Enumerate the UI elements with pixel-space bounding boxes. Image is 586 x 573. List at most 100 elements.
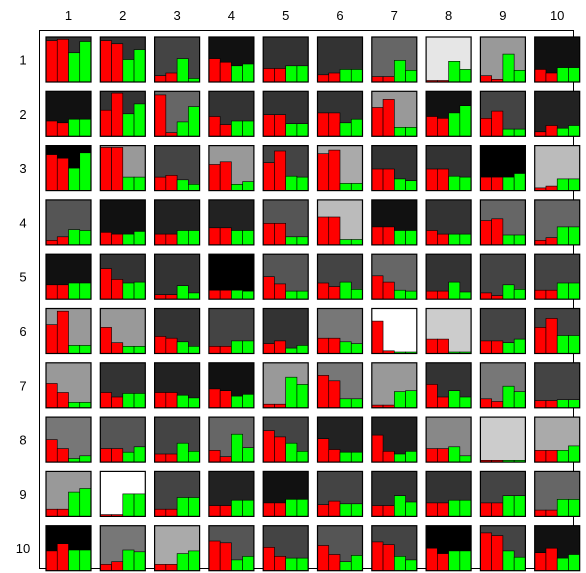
cell-border <box>371 525 418 572</box>
red-bar <box>371 541 384 572</box>
cell-background <box>480 417 526 463</box>
red-bar <box>274 68 287 83</box>
cell <box>262 90 309 137</box>
red-bar <box>100 448 112 463</box>
red-bar <box>100 232 112 246</box>
cell-border <box>371 416 418 463</box>
red-bar <box>534 240 547 246</box>
red-bar <box>545 547 558 572</box>
green-bar <box>231 559 243 572</box>
cell-border <box>154 145 201 192</box>
cell-border <box>425 362 472 409</box>
red-bar <box>154 453 167 463</box>
cell-border <box>154 362 201 409</box>
green-bar <box>188 184 200 191</box>
red-bar <box>56 508 69 517</box>
red-bar <box>437 502 449 517</box>
row-label: 5 <box>19 270 26 285</box>
red-bar <box>491 110 504 137</box>
cell <box>371 90 418 137</box>
cell <box>371 307 418 355</box>
cell-border <box>99 416 146 463</box>
column-label: 3 <box>173 8 180 23</box>
cell <box>425 253 472 300</box>
red-bar <box>262 223 275 246</box>
green-bar <box>122 59 135 83</box>
cell <box>262 36 309 83</box>
red-bar <box>274 502 287 517</box>
green-bar <box>231 340 243 354</box>
green-bar <box>296 498 309 517</box>
red-bar <box>154 564 167 572</box>
green-bar <box>459 455 472 463</box>
cell-border <box>99 470 146 517</box>
red-bar <box>437 338 449 354</box>
green-bar <box>513 234 526 246</box>
red-bar <box>480 292 492 300</box>
green-bar <box>231 184 243 191</box>
red-bar <box>328 72 341 83</box>
green-bar <box>393 127 406 137</box>
cell <box>316 199 364 246</box>
green-bar <box>133 231 146 246</box>
green-bar <box>568 335 581 354</box>
column-labels: 1 2 3 4 5 6 7 8 9 10 <box>65 8 565 23</box>
cell <box>99 307 146 355</box>
red-bar <box>208 164 221 191</box>
red-bar <box>45 383 58 409</box>
red-bar <box>111 147 124 191</box>
green-bar <box>502 53 515 83</box>
cell <box>99 36 146 83</box>
green-bar <box>242 393 255 409</box>
cell-border <box>371 470 418 517</box>
red-bar <box>545 450 558 463</box>
green-bar <box>285 175 298 191</box>
cell <box>262 199 309 246</box>
cell <box>534 36 581 83</box>
green-bar <box>350 503 363 517</box>
red-bar <box>100 268 112 300</box>
cell-border <box>534 416 581 463</box>
red-bar <box>425 547 438 572</box>
green-bar <box>242 555 255 571</box>
green-bar <box>79 152 92 191</box>
cell <box>534 416 581 463</box>
red-bar <box>437 168 449 191</box>
green-bar <box>502 284 515 300</box>
red-bar <box>111 43 124 83</box>
green-bar <box>296 557 309 571</box>
green-bar <box>68 167 81 191</box>
red-bar <box>317 337 330 354</box>
green-bar <box>122 393 135 409</box>
green-bar <box>122 493 135 517</box>
row-label: 1 <box>19 53 26 68</box>
green-bar <box>405 390 418 409</box>
green-bar <box>513 495 526 517</box>
red-bar <box>45 240 58 246</box>
green-bar <box>285 236 298 246</box>
cell-border <box>534 36 581 83</box>
green-bar <box>556 67 569 83</box>
cell-border <box>208 36 255 83</box>
green-bar <box>350 288 363 300</box>
red-bar <box>56 38 69 83</box>
red-bar <box>371 226 384 246</box>
cell-border <box>316 199 364 246</box>
cell-border <box>262 145 309 192</box>
green-bar <box>133 446 146 463</box>
green-bar <box>133 103 146 137</box>
green-bar <box>285 347 298 354</box>
cell <box>45 145 92 192</box>
red-bar <box>382 450 395 463</box>
green-bar <box>79 488 92 517</box>
green-bar <box>231 65 243 83</box>
green-bar <box>79 402 92 409</box>
red-bar <box>165 508 178 517</box>
cell-border <box>262 307 309 355</box>
cell-border <box>208 525 255 572</box>
green-bar <box>231 433 243 463</box>
red-bar <box>219 124 232 137</box>
green-bar <box>242 181 255 191</box>
row-label: 4 <box>19 215 26 230</box>
cell-border <box>208 307 255 355</box>
